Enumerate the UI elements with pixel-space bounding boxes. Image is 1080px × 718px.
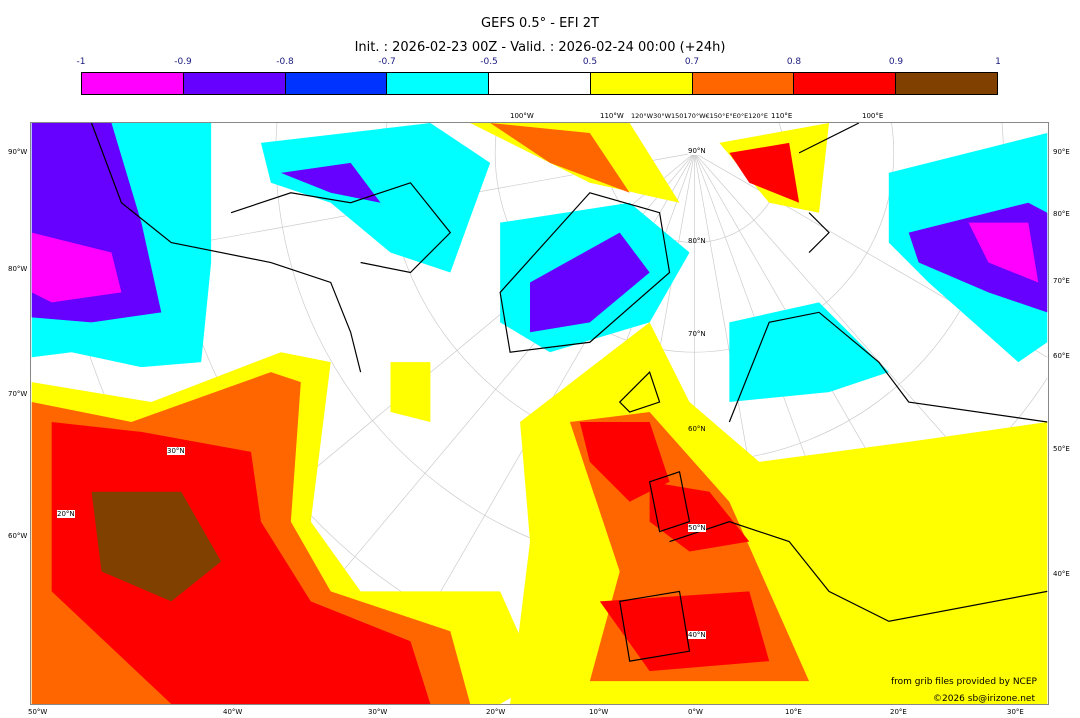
lat-label: 70°N [688,330,706,338]
axis-label-left: 70°W [8,390,28,398]
colorbar-tick: -0.9 [174,57,192,67]
colorbar-tick: -0.5 [480,57,498,67]
colorbar-swatch [590,73,693,94]
axis-label-right: 70°E [1053,277,1070,285]
lat-label: 90°N [688,147,706,155]
colorbar-swatch [794,73,897,94]
axis-label-right: 40°E [1053,570,1070,578]
axis-label-bottom: 20°E [890,708,907,716]
axis-label-top: 100°W [510,112,534,120]
colorbar [81,72,998,95]
colorbar-swatch [285,73,388,94]
map-subtitle: Init. : 2026-02-23 00Z - Valid. : 2026-0… [354,40,726,55]
colorbar-tick: 0.5 [582,57,598,67]
axis-label-bottom: 30°E [1007,708,1024,716]
axis-label-top: 110°W [600,112,624,120]
axis-label-top: 110°E [771,112,793,120]
colorbar-swatch [896,73,998,94]
axis-label-bottom: 40°W [223,708,243,716]
efi-fields [31,123,1048,704]
colorbar-tick: 0.7 [684,57,700,67]
axis-label-bottom: 20°W [486,708,506,716]
colorbar-tick: 0.8 [786,57,802,67]
lat-label: 80°N [688,237,706,245]
map-title: GEFS 0.5° - EFI 2T [481,16,599,31]
axis-label-right: 90°E [1053,148,1070,156]
colorbar-tick: 0.9 [888,57,904,67]
coastlines [90,123,1048,662]
axis-label-top: 100°E [862,112,884,120]
colorbar-swatch [692,73,795,94]
axis-label-bottom: 30°W [368,708,388,716]
axis-label-right: 60°E [1053,352,1070,360]
lat-label: 20°N [57,510,75,518]
axis-label-bottom: 10°E [785,708,802,716]
colorbar-tick: 1 [995,57,1001,67]
axis-label-right: 80°E [1053,210,1070,218]
source-credit: from grib files provided by NCEP [891,677,1037,687]
colorbar-tick: -0.8 [276,57,294,67]
axis-label-bottom: 0°W [688,708,703,716]
colorbar-swatch [82,73,184,94]
colorbar-tick: -1 [76,57,86,67]
colorbar-swatch [183,73,286,94]
lat-label: 60°N [688,425,706,433]
lat-label: 50°N [688,524,706,532]
axis-label-left: 80°W [8,265,28,273]
axis-label-bottom: 50°W [28,708,48,716]
map-canvas [31,123,1048,704]
colorbar-swatch [387,73,490,94]
axis-label-bottom: 10°W [589,708,609,716]
axis-label-right: 50°E [1053,445,1070,453]
copyright: ©2026 sb@irizone.net [933,694,1035,704]
lat-label: 40°N [688,631,706,639]
axis-label-top: 120°W30°W150170°W€150°E°E0°E120°E [631,112,769,120]
axis-label-left: 60°W [8,532,28,540]
axis-label-left: 90°W [8,148,28,156]
efi-map[interactable] [30,122,1049,705]
lat-label: 30°N [167,447,185,455]
colorbar-swatch [489,73,591,94]
colorbar-tick: -0.7 [378,57,396,67]
